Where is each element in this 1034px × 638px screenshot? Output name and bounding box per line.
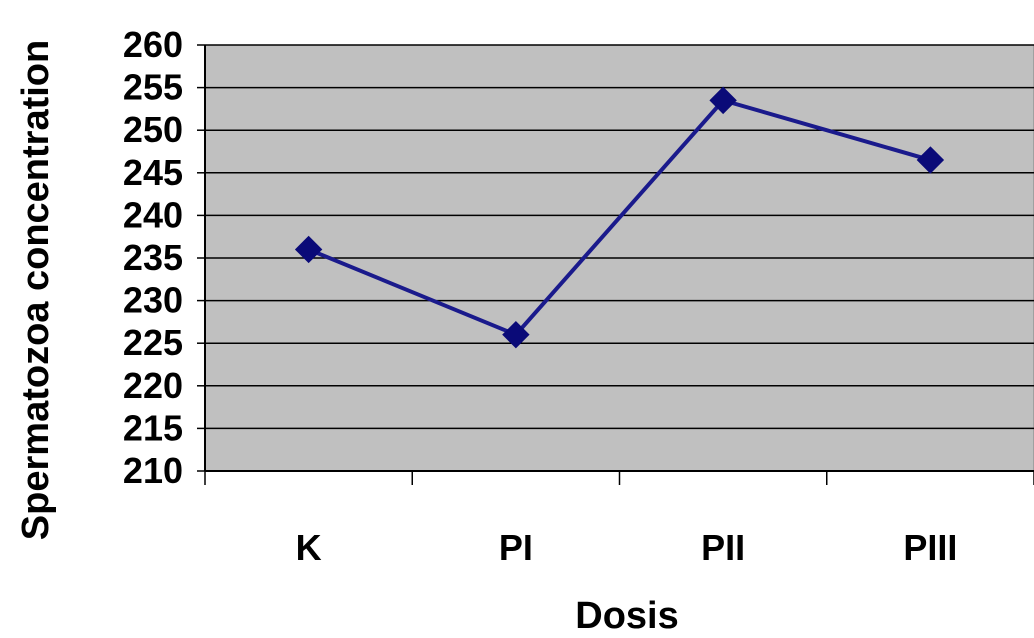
y-tick-label: 235	[123, 237, 183, 278]
y-tick-label: 260	[123, 24, 183, 65]
y-tick-label: 240	[123, 194, 183, 235]
data-point-marker	[709, 86, 737, 115]
x-axis-title: Dosis	[575, 595, 678, 637]
x-tick-label: K	[296, 527, 322, 568]
y-tick-label: 250	[123, 109, 183, 150]
data-point-marker	[502, 320, 530, 349]
x-tick-label: PII	[701, 527, 745, 568]
series-group	[294, 86, 945, 349]
y-tick-label: 210	[123, 450, 183, 491]
data-point-marker	[916, 146, 945, 174]
y-tick-label: 225	[123, 322, 183, 363]
y-tick-label: 220	[123, 365, 183, 406]
x-tick-label: PIII	[903, 527, 957, 568]
y-tick-label: 230	[123, 280, 183, 321]
gridlines	[205, 44, 1034, 430]
data-point-marker	[294, 235, 323, 264]
series-line	[307, 98, 931, 338]
x-tick-labels: K PI PII PIII	[296, 527, 958, 568]
y-tick-label: 215	[123, 407, 183, 448]
y-tick-label: 245	[123, 152, 183, 193]
y-axis-title: Spermatozoa concentration	[15, 40, 57, 540]
y-tick-label: 255	[123, 67, 183, 108]
x-tick-label: PI	[499, 527, 533, 568]
